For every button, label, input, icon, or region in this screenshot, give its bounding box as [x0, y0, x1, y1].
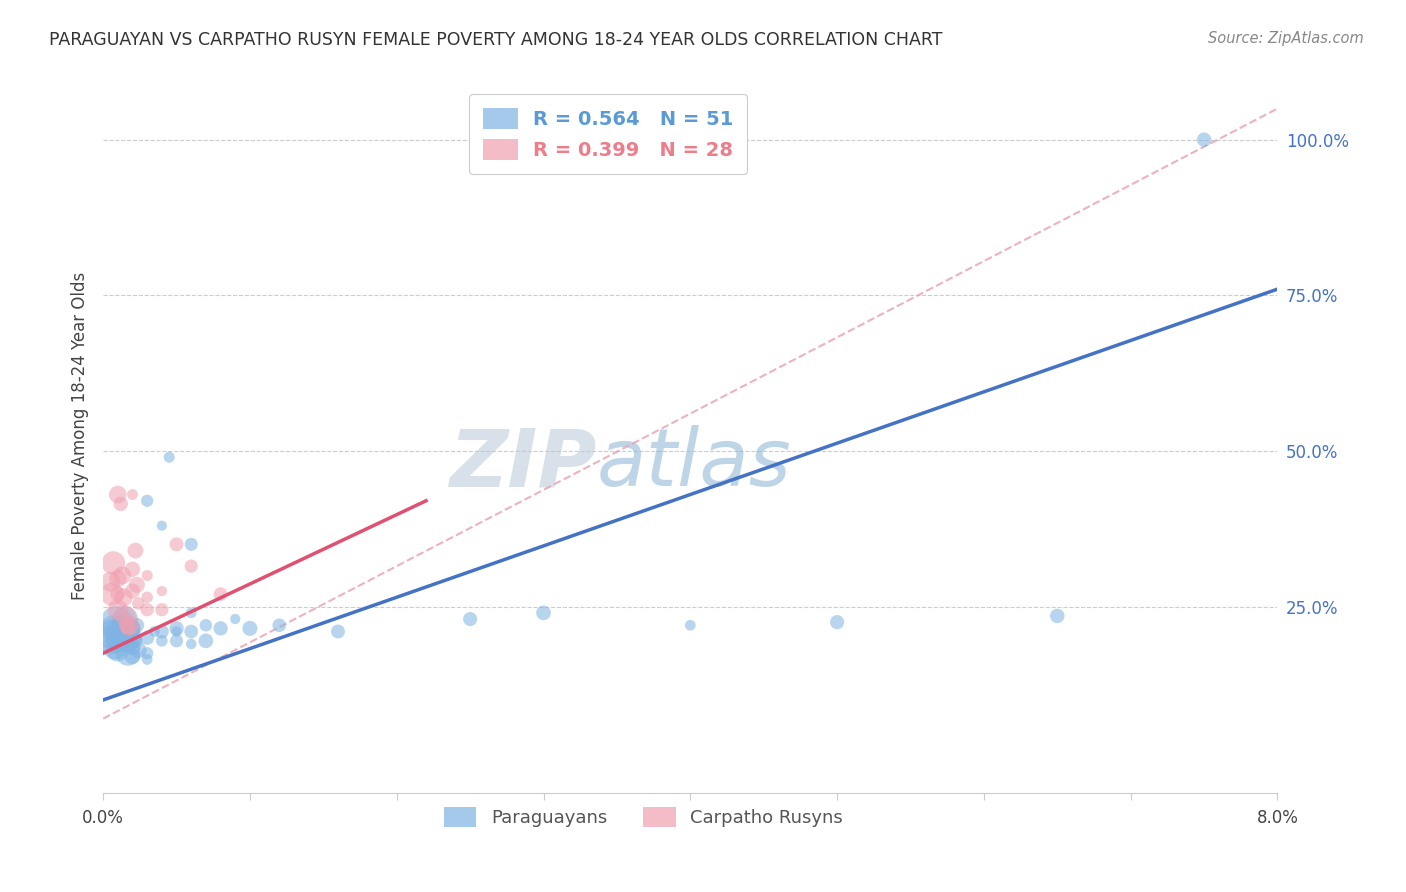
Point — [150, 584, 173, 599]
Point — [104, 640, 127, 654]
Point — [107, 633, 129, 648]
Point — [107, 587, 129, 601]
Point — [166, 624, 188, 639]
Point — [150, 603, 173, 617]
Point — [136, 646, 159, 660]
Point — [194, 633, 217, 648]
Point — [1046, 609, 1069, 624]
Point — [136, 603, 159, 617]
Point — [100, 574, 122, 589]
Point — [166, 621, 188, 635]
Point — [1192, 133, 1215, 147]
Point — [209, 621, 232, 635]
Point — [150, 624, 173, 639]
Point — [111, 618, 134, 632]
Text: Source: ZipAtlas.com: Source: ZipAtlas.com — [1208, 31, 1364, 46]
Point — [114, 612, 136, 626]
Text: ZIP: ZIP — [449, 425, 596, 503]
Point — [114, 609, 136, 624]
Point — [101, 627, 124, 641]
Point — [136, 591, 159, 605]
Point — [150, 633, 173, 648]
Point — [103, 556, 125, 570]
Point — [825, 615, 848, 629]
Point — [143, 624, 166, 639]
Point — [101, 587, 124, 601]
Point — [100, 633, 122, 648]
Point — [117, 646, 139, 660]
Point — [533, 606, 555, 620]
Point — [180, 637, 202, 651]
Point — [127, 597, 149, 611]
Point — [120, 621, 142, 635]
Point — [679, 618, 702, 632]
Point — [107, 487, 129, 501]
Text: atlas: atlas — [596, 425, 792, 503]
Point — [121, 621, 143, 635]
Point — [166, 633, 188, 648]
Point — [127, 643, 149, 657]
Point — [121, 487, 143, 501]
Point — [124, 633, 146, 648]
Point — [125, 618, 148, 632]
Y-axis label: Female Poverty Among 18-24 Year Olds: Female Poverty Among 18-24 Year Olds — [72, 271, 89, 599]
Point — [136, 568, 159, 582]
Point — [224, 612, 246, 626]
Point — [180, 624, 202, 639]
Text: PARAGUAYAN VS CARPATHO RUSYN FEMALE POVERTY AMONG 18-24 YEAR OLDS CORRELATION CH: PARAGUAYAN VS CARPATHO RUSYN FEMALE POVE… — [49, 31, 942, 49]
Point — [121, 562, 143, 576]
Point — [121, 584, 143, 599]
Point — [166, 537, 188, 551]
Point — [107, 603, 129, 617]
Point — [269, 618, 291, 632]
Point — [125, 578, 148, 592]
Point — [107, 624, 129, 639]
Point — [111, 568, 134, 582]
Point — [180, 559, 202, 574]
Point — [157, 450, 180, 465]
Point — [194, 618, 217, 632]
Point — [121, 649, 143, 664]
Point — [136, 631, 159, 645]
Point — [107, 643, 129, 657]
Point — [115, 637, 138, 651]
Point — [115, 618, 138, 632]
Point — [105, 615, 128, 629]
Point — [112, 591, 135, 605]
Point — [121, 640, 143, 654]
Legend: Paraguayans, Carpatho Rusyns: Paraguayans, Carpatho Rusyns — [437, 800, 851, 834]
Point — [136, 493, 159, 508]
Point — [209, 587, 232, 601]
Point — [110, 497, 132, 511]
Point — [103, 621, 125, 635]
Point — [239, 621, 262, 635]
Point — [110, 631, 132, 645]
Point — [118, 618, 141, 632]
Point — [326, 624, 349, 639]
Point — [121, 631, 143, 645]
Point — [117, 621, 139, 635]
Point — [118, 631, 141, 645]
Point — [180, 537, 202, 551]
Point — [107, 572, 129, 586]
Point — [124, 543, 146, 558]
Point — [458, 612, 481, 626]
Point — [150, 518, 173, 533]
Point — [180, 606, 202, 620]
Point — [136, 652, 159, 666]
